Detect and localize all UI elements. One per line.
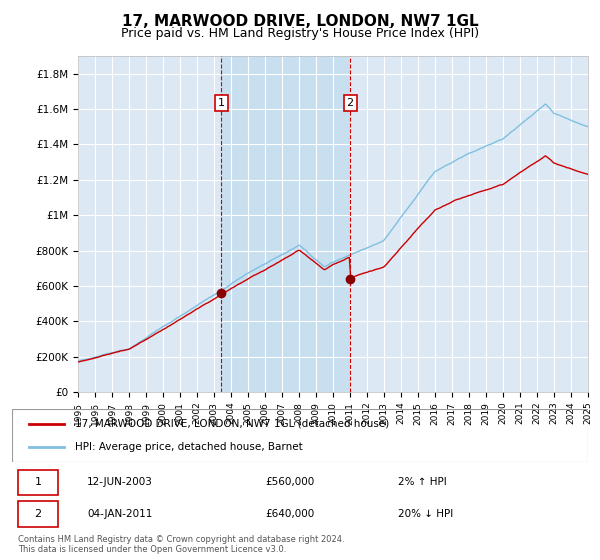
Text: £640,000: £640,000 bbox=[265, 509, 314, 519]
Text: Contains HM Land Registry data © Crown copyright and database right 2024.
This d: Contains HM Land Registry data © Crown c… bbox=[18, 535, 344, 554]
FancyBboxPatch shape bbox=[18, 501, 58, 526]
Text: 20% ↓ HPI: 20% ↓ HPI bbox=[398, 509, 453, 519]
Text: 12-JUN-2003: 12-JUN-2003 bbox=[87, 477, 153, 487]
Text: 2: 2 bbox=[347, 98, 354, 108]
Text: HPI: Average price, detached house, Barnet: HPI: Average price, detached house, Barn… bbox=[76, 442, 303, 452]
Text: 17, MARWOOD DRIVE, LONDON, NW7 1GL: 17, MARWOOD DRIVE, LONDON, NW7 1GL bbox=[122, 14, 478, 29]
Text: 1: 1 bbox=[34, 477, 41, 487]
Text: Price paid vs. HM Land Registry's House Price Index (HPI): Price paid vs. HM Land Registry's House … bbox=[121, 27, 479, 40]
FancyBboxPatch shape bbox=[18, 469, 58, 495]
Bar bbox=[221, 56, 350, 392]
Text: 1: 1 bbox=[218, 98, 225, 108]
Text: 04-JAN-2011: 04-JAN-2011 bbox=[87, 509, 152, 519]
Text: £560,000: £560,000 bbox=[265, 477, 314, 487]
Text: 2: 2 bbox=[34, 509, 41, 519]
Text: 17, MARWOOD DRIVE, LONDON, NW7 1GL (detached house): 17, MARWOOD DRIVE, LONDON, NW7 1GL (deta… bbox=[76, 419, 389, 429]
Text: 2% ↑ HPI: 2% ↑ HPI bbox=[398, 477, 446, 487]
